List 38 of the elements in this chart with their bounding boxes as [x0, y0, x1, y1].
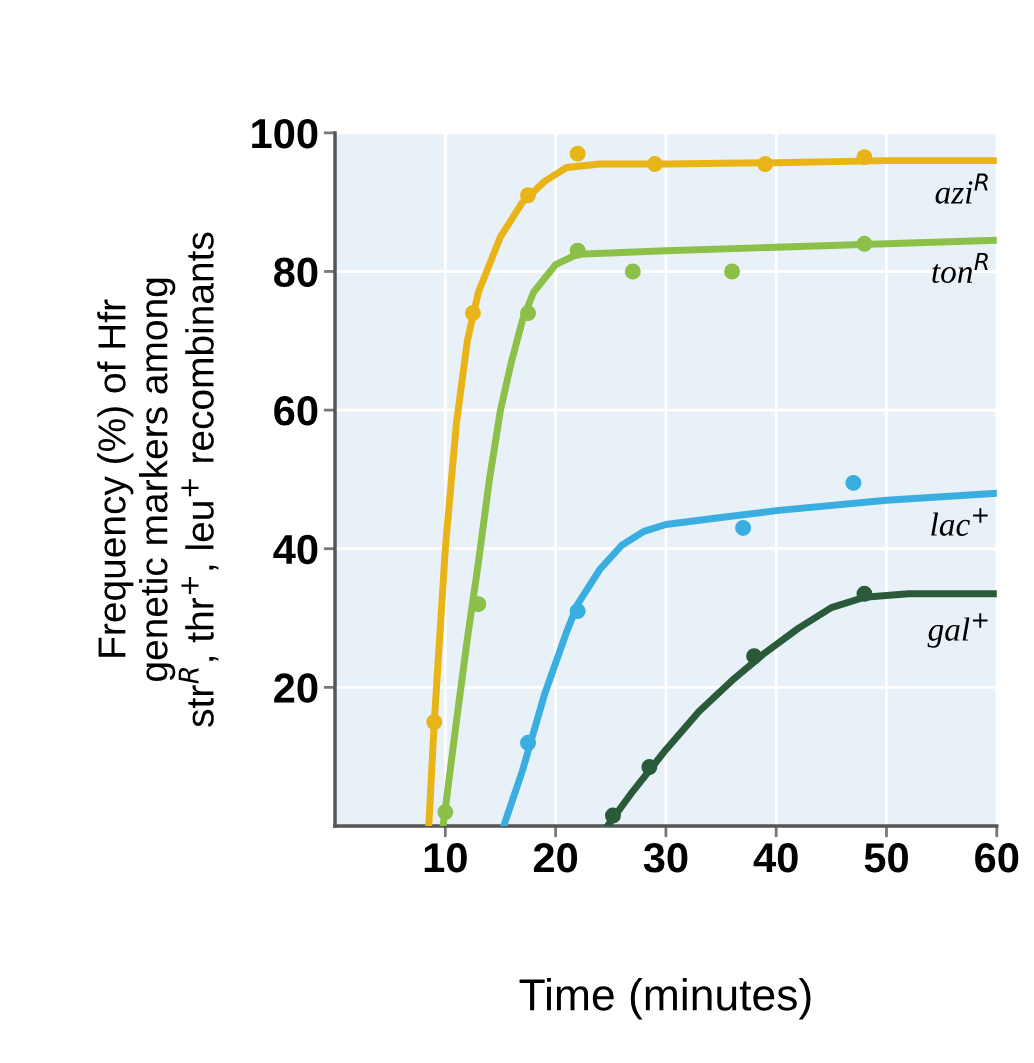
point [845, 474, 862, 491]
series-label: gal$^{+}$ [927, 613, 988, 648]
series-label: lac$^{+}$ [931, 508, 988, 536]
point [520, 734, 537, 751]
point [520, 187, 537, 204]
y-tick-label: 40 [273, 534, 318, 565]
point [464, 305, 481, 322]
point [641, 759, 658, 776]
x-tick-label: 60 [975, 843, 1019, 873]
series-label: ton$^{R}$ [932, 252, 988, 284]
point [624, 263, 641, 280]
x-axis-title: Time (minutes) [519, 977, 811, 1020]
x-tick-label: 30 [643, 843, 688, 873]
y-tick-label: 20 [274, 673, 318, 703]
point [856, 235, 873, 252]
point [746, 648, 763, 665]
y-tick-label: 60 [274, 396, 318, 426]
point [856, 585, 873, 602]
point [426, 714, 443, 730]
point [569, 603, 586, 620]
point [646, 156, 663, 173]
point [735, 519, 752, 536]
point [757, 156, 774, 173]
text: Frequency (%) of Hfr genetic markers among str$^{R}$, thr$^{+}$, leu$^{+}$ recombinants [97, 232, 219, 727]
point [437, 804, 454, 821]
x-tick-label: 50 [864, 843, 908, 873]
series-label: azi$^{R}$ [935, 173, 988, 204]
x-tick-label: 10 [424, 843, 467, 873]
point [856, 149, 873, 166]
point [569, 242, 586, 259]
x-tick-label: 40 [753, 843, 798, 873]
point [724, 263, 741, 280]
point [520, 305, 537, 322]
point [569, 145, 586, 162]
point [604, 807, 621, 824]
x-tick-label: 20 [533, 843, 578, 873]
y-tick-label: 80 [274, 257, 318, 287]
y-tick-label: 100 [252, 118, 318, 149]
